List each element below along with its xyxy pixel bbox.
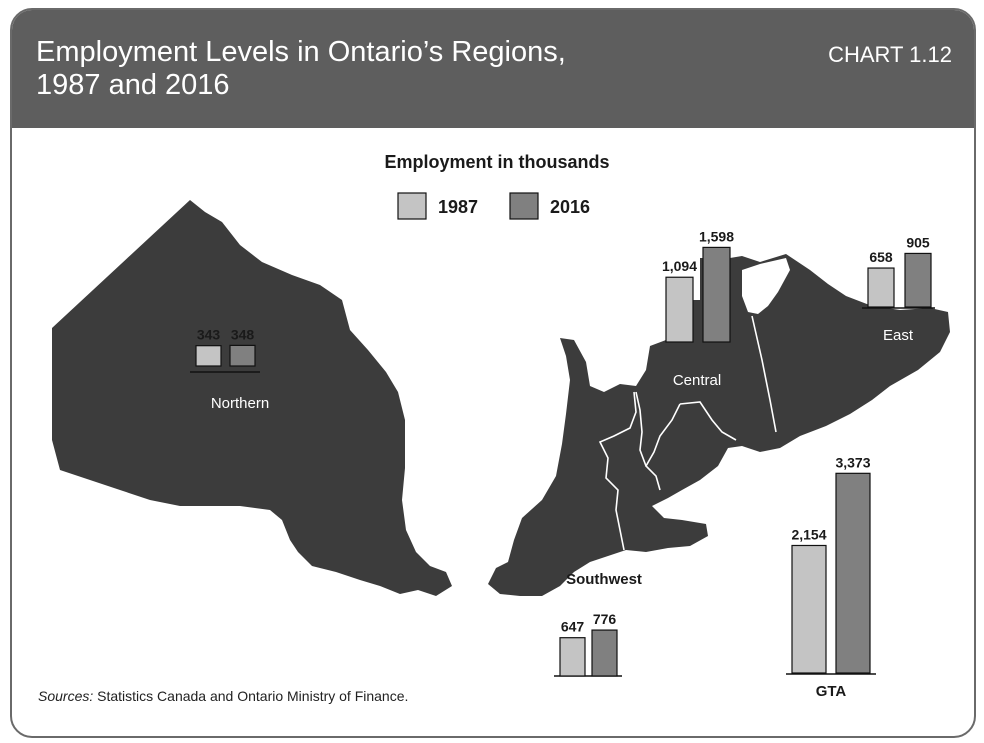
value-label-southwest-2016: 776 [593, 611, 617, 627]
legend: 1987 2016 [397, 192, 590, 220]
value-label-northern-1987: 343 [197, 327, 221, 343]
legend-swatch-2016 [509, 192, 539, 220]
bar-gta-1987 [791, 544, 827, 674]
bar-northern-1987 [195, 345, 222, 367]
value-label-gta-1987: 2,154 [791, 526, 826, 542]
boundary-gta [645, 401, 737, 491]
value-label-central-2016: 1,598 [699, 228, 734, 244]
bar-central-2016 [702, 246, 731, 343]
chart-title: Employment Levels in Ontario’s Regions, … [36, 36, 566, 101]
chart-header: Employment Levels in Ontario’s Regions, … [12, 10, 974, 128]
region-labels-layer: Northern Central East Southwest GTA [211, 327, 914, 700]
legend-label-1987: 1987 [438, 197, 478, 217]
value-label-central-1987: 1,094 [662, 258, 697, 274]
region-label-central: Central [673, 372, 721, 389]
source-note: Sources: Statistics Canada and Ontario M… [38, 688, 408, 704]
value-label-southwest-1987: 647 [561, 619, 585, 635]
bar-northern-2016 [229, 344, 256, 367]
value-label-east-1987: 658 [869, 249, 893, 265]
boundary-central-east [751, 315, 777, 433]
value-label-gta-2016: 3,373 [835, 454, 870, 470]
map-northern [52, 200, 452, 596]
legend-swatch-1987 [397, 192, 427, 220]
region-label-northern: Northern [211, 395, 269, 412]
value-label-northern-2016: 348 [231, 326, 255, 342]
map-central-north-cutout [742, 258, 790, 314]
bar-east-1987 [867, 267, 895, 308]
boundary-southwest [598, 391, 637, 551]
legend-title: Employment in thousands [384, 152, 609, 172]
chart-number: CHART 1.12 [828, 42, 952, 67]
bar-southwest-2016 [591, 629, 618, 677]
map-southern [488, 254, 950, 596]
source-text: Statistics Canada and Ontario Ministry o… [93, 688, 409, 704]
bar-gta-2016 [835, 472, 871, 674]
source-prefix: Sources: [38, 688, 94, 704]
region-label-gta: GTA [816, 683, 847, 700]
bar-east-2016 [904, 252, 932, 308]
boundary-west [635, 391, 647, 467]
legend-label-2016: 2016 [550, 197, 590, 217]
bar-southwest-1987 [559, 637, 586, 677]
region-label-east: East [883, 327, 914, 344]
bar-central-1987 [665, 276, 694, 343]
value-label-east-2016: 905 [906, 234, 930, 250]
region-label-southwest: Southwest [566, 571, 642, 588]
